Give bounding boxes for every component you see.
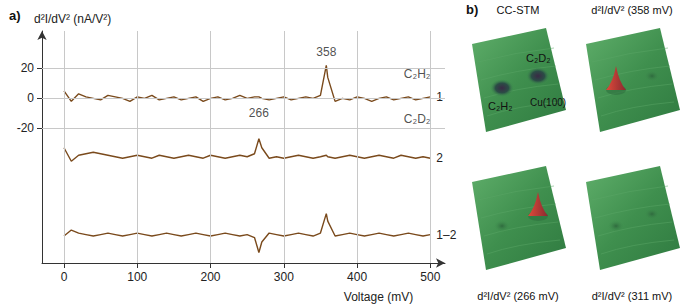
svg-text:20: 20 xyxy=(21,61,35,75)
svg-text:100: 100 xyxy=(127,270,147,284)
svg-text:266: 266 xyxy=(249,106,269,120)
svg-text:C₂D₂: C₂D₂ xyxy=(404,112,431,126)
svg-text:358: 358 xyxy=(316,45,336,59)
svg-text:d²I/dV² (311 mV): d²I/dV² (311 mV) xyxy=(592,290,673,302)
svg-text:2: 2 xyxy=(436,151,443,165)
svg-text:1–2: 1–2 xyxy=(436,228,456,242)
svg-text:a): a) xyxy=(9,8,21,23)
svg-text:b): b) xyxy=(466,2,478,17)
svg-text:Voltage (mV): Voltage (mV) xyxy=(344,290,413,304)
svg-text:C₂H₂: C₂H₂ xyxy=(404,67,431,81)
svg-text:0: 0 xyxy=(27,91,34,105)
svg-text:CC-STM: CC-STM xyxy=(497,4,540,16)
svg-text:200: 200 xyxy=(201,270,221,284)
svg-text:500: 500 xyxy=(420,270,440,284)
svg-text:d²I/dV² (358 mV): d²I/dV² (358 mV) xyxy=(591,4,672,16)
svg-text:d²I/dV² (nA/V²): d²I/dV² (nA/V²) xyxy=(34,12,111,26)
svg-text:C₂D₂: C₂D₂ xyxy=(526,52,550,64)
svg-text:300: 300 xyxy=(274,270,294,284)
svg-text:0: 0 xyxy=(61,270,68,284)
svg-text:1: 1 xyxy=(436,90,443,104)
svg-text:C₂H₂: C₂H₂ xyxy=(488,100,512,112)
svg-text:400: 400 xyxy=(347,270,367,284)
svg-text:-20: -20 xyxy=(17,121,35,135)
svg-text:Cu(100): Cu(100) xyxy=(530,97,566,108)
svg-text:d²I/dV² (266 mV): d²I/dV² (266 mV) xyxy=(477,290,558,302)
